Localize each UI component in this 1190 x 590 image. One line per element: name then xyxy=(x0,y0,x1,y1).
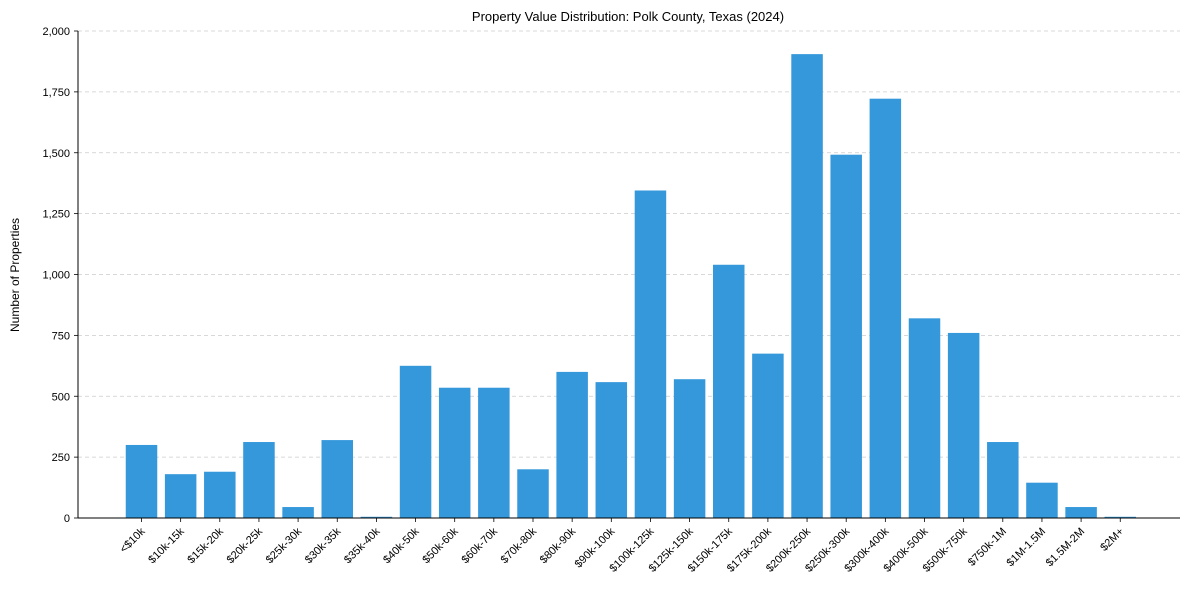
y-tick-label: 750 xyxy=(52,330,70,342)
bar xyxy=(595,382,628,518)
bar xyxy=(399,365,432,518)
bar xyxy=(164,474,197,518)
bar xyxy=(438,387,471,518)
chart-title: Property Value Distribution: Polk County… xyxy=(472,9,784,24)
bar xyxy=(752,353,784,518)
bar xyxy=(282,507,314,518)
y-tick-label: 1,000 xyxy=(42,270,70,282)
bar xyxy=(1026,482,1058,518)
bars-layer xyxy=(125,54,1136,519)
bar xyxy=(243,442,275,518)
bar xyxy=(713,264,745,518)
bar xyxy=(321,440,353,518)
bar xyxy=(360,516,393,518)
bar xyxy=(478,387,510,518)
bar xyxy=(947,332,980,518)
bar xyxy=(987,442,1019,518)
y-tick-label: 250 xyxy=(52,452,70,464)
y-tick-label: 2,000 xyxy=(42,26,70,38)
bar xyxy=(634,190,667,518)
y-tick-label: 0 xyxy=(64,513,70,525)
bar xyxy=(204,471,236,518)
bar xyxy=(125,444,158,518)
bar xyxy=(673,379,706,518)
bar xyxy=(1065,507,1097,518)
bar xyxy=(908,318,941,518)
bar xyxy=(517,469,549,518)
y-tick-label: 1,500 xyxy=(42,148,70,160)
bar xyxy=(1104,516,1136,518)
y-ticks: 0 250 500 750 1,000 1,250 1,500 1,750 2,000 xyxy=(42,26,78,525)
y-tick-label: 500 xyxy=(52,391,70,403)
bar xyxy=(791,54,823,518)
y-tick-label: 1,750 xyxy=(42,87,70,99)
bar xyxy=(556,371,588,518)
bar xyxy=(830,154,862,518)
y-tick-label: 1,250 xyxy=(42,209,70,221)
y-axis-title: Number of Properties xyxy=(8,218,22,332)
bar xyxy=(869,98,902,519)
